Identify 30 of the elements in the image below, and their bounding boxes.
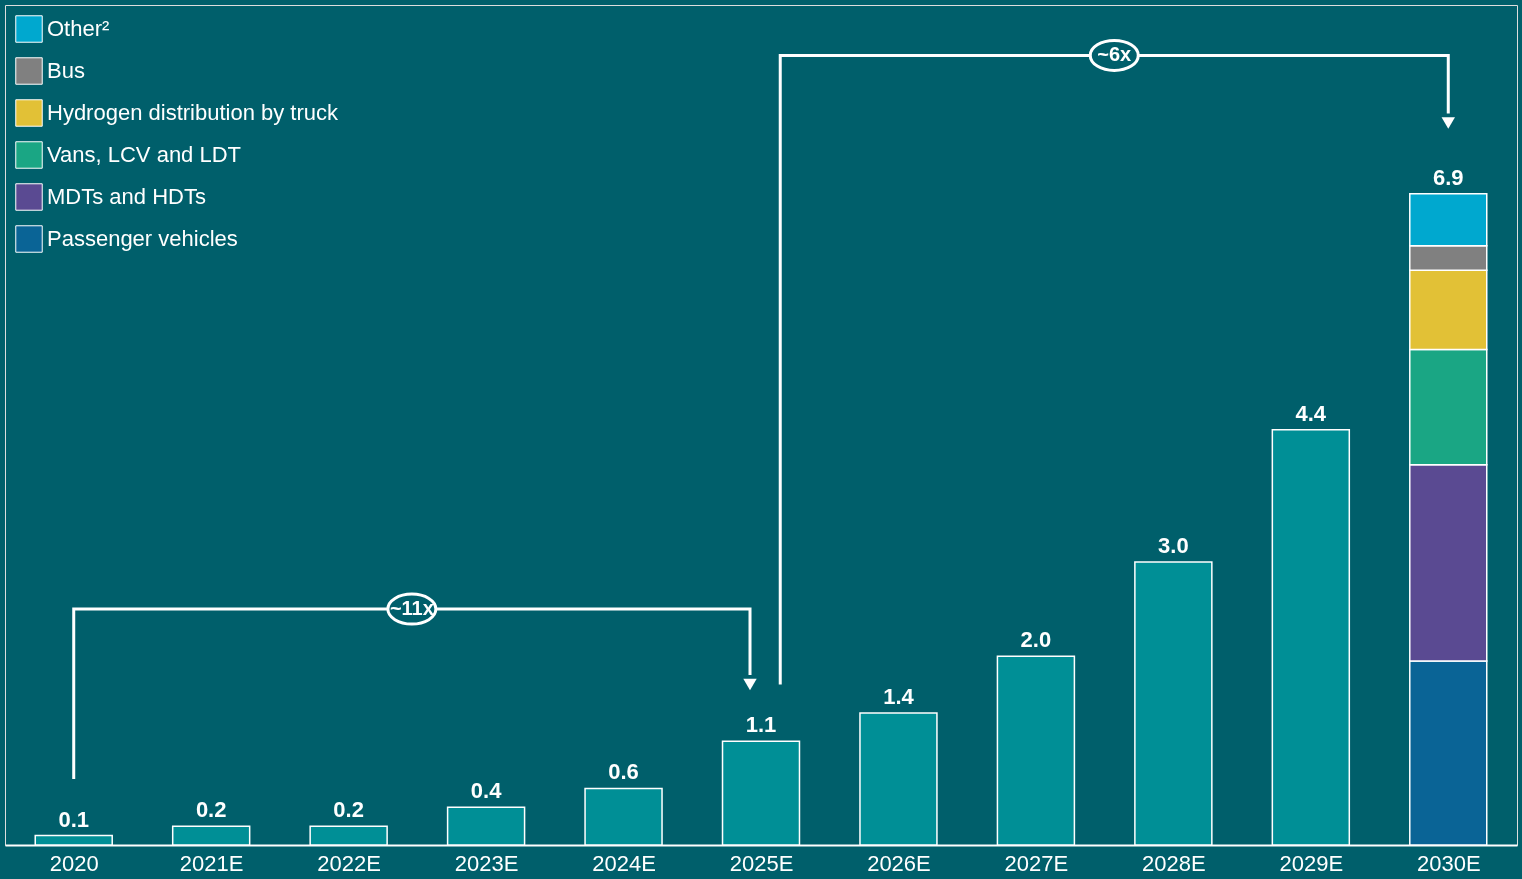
legend-label: Other² bbox=[47, 16, 110, 41]
x-tick-label: 2024E bbox=[592, 850, 656, 876]
legend-label: Vans, LCV and LDT bbox=[47, 142, 242, 167]
data-label: 4.4 bbox=[1295, 400, 1327, 426]
legend-label: MDTs and HDTs bbox=[47, 184, 206, 209]
data-label: 3.0 bbox=[1158, 532, 1189, 558]
x-tick-label: 2023E bbox=[454, 850, 519, 876]
x-tick-label: 2026E bbox=[867, 850, 931, 876]
legend-label: Bus bbox=[47, 58, 85, 83]
legend-label: Passenger vehicles bbox=[47, 226, 238, 251]
x-tick-label: 2027E bbox=[1004, 850, 1069, 876]
data-label: 0.4 bbox=[470, 778, 503, 804]
data-label: 0.6 bbox=[608, 759, 639, 785]
total-label: 6.9 bbox=[1432, 164, 1464, 190]
x-tick-label: 2022E bbox=[317, 850, 381, 876]
x-tick-label: 2025E bbox=[729, 850, 794, 876]
data-label: 0.2 bbox=[195, 797, 227, 823]
data-label: 0.2 bbox=[333, 797, 364, 823]
x-tick-label: 2020 bbox=[49, 850, 99, 876]
x-tick-label: 2030E bbox=[1416, 850, 1481, 876]
annotation: ~11x bbox=[389, 597, 434, 620]
legend-label: Hydrogen distribution by truck bbox=[47, 100, 340, 125]
data-label: 1.4 bbox=[883, 683, 915, 709]
x-tick-label: 2029E bbox=[1279, 850, 1344, 876]
data-label: 0.1 bbox=[58, 806, 90, 832]
x-tick-label: 2021E bbox=[179, 850, 244, 876]
text: ~6x bbox=[1097, 43, 1132, 66]
data-label: 1.1 bbox=[745, 712, 777, 738]
data-label: 2.0 bbox=[1020, 627, 1052, 653]
x-tick-label: 2028E bbox=[1142, 850, 1206, 876]
